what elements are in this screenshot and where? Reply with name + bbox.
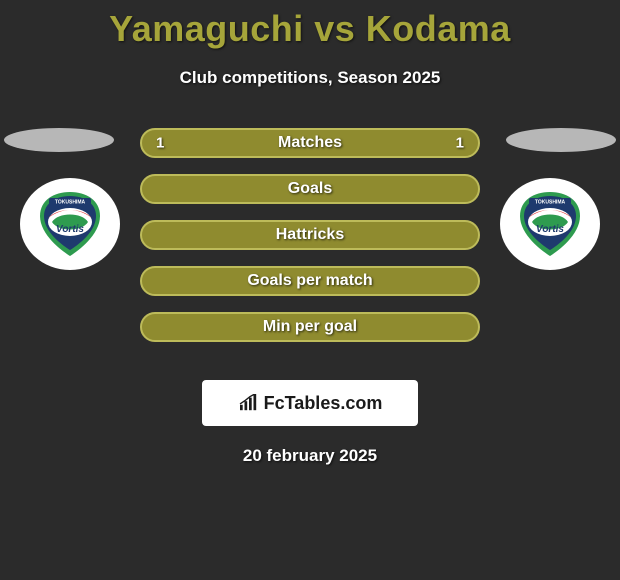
- svg-text:Vortis: Vortis: [56, 224, 84, 235]
- tokushima-vortis-crest-icon: TOKUSHIMA Vortis: [514, 188, 586, 260]
- stat-label: Goals: [288, 180, 332, 198]
- comparison-area: TOKUSHIMA Vortis TOKUSHIMA Vortis Matche…: [0, 128, 620, 358]
- stat-label: Goals per match: [247, 272, 372, 290]
- player-shadow-right: [506, 128, 616, 152]
- bar-chart-icon: [238, 394, 260, 412]
- svg-text:Vortis: Vortis: [536, 224, 564, 235]
- stat-label: Hattricks: [276, 226, 344, 244]
- attribution-badge: FcTables.com: [202, 380, 418, 426]
- page-title: Yamaguchi vs Kodama: [0, 0, 620, 50]
- svg-text:TOKUSHIMA: TOKUSHIMA: [535, 200, 566, 206]
- player-shadow-left: [4, 128, 114, 152]
- team-crest-left: TOKUSHIMA Vortis: [20, 178, 120, 270]
- page-subtitle: Club competitions, Season 2025: [0, 68, 620, 88]
- footer-date: 20 february 2025: [0, 446, 620, 466]
- stat-bar: Hattricks: [140, 220, 480, 250]
- stat-label: Matches: [278, 134, 342, 152]
- stat-bars: Matches 1 1 Goals Hattricks Goals per match Mi…: [140, 128, 480, 358]
- svg-text:TOKUSHIMA: TOKUSHIMA: [55, 200, 86, 206]
- stat-value-left: 1: [156, 135, 164, 152]
- stat-label: Min per goal: [263, 318, 357, 336]
- stat-bar: Min per goal: [140, 312, 480, 342]
- stat-bar: Matches 1 1: [140, 128, 480, 158]
- attribution-text: FcTables.com: [264, 393, 383, 414]
- stat-value-right: 1: [456, 135, 464, 152]
- tokushima-vortis-crest-icon: TOKUSHIMA Vortis: [34, 188, 106, 260]
- stat-bar: Goals: [140, 174, 480, 204]
- team-crest-right: TOKUSHIMA Vortis: [500, 178, 600, 270]
- stat-bar: Goals per match: [140, 266, 480, 296]
